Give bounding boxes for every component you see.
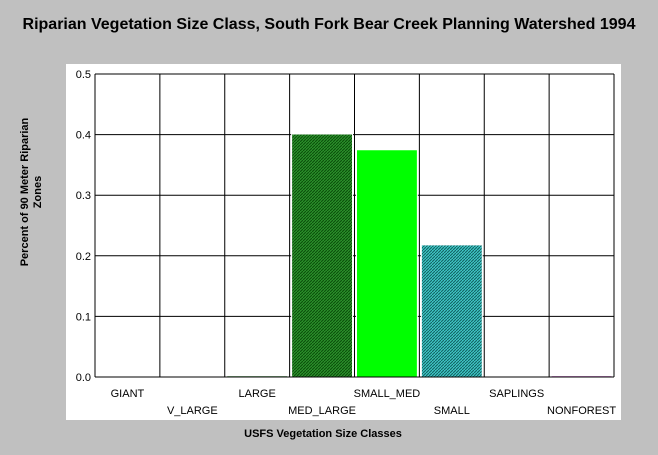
x-tick-label: NONFOREST (547, 405, 616, 417)
x-tick-label: SAPLINGS (489, 388, 544, 400)
y-tick-label: 0.0 (76, 372, 91, 384)
bar-small-med (356, 149, 418, 378)
bar-small (420, 244, 483, 378)
y-tick-label: 0.4 (76, 130, 91, 142)
y-tick-label: 0.3 (76, 190, 91, 202)
x-tick-label: MED_LARGE (288, 405, 356, 417)
y-tick-label: 0.1 (76, 311, 91, 323)
x-axis-label: USFS Vegetation Size Classes (244, 428, 402, 440)
y-axis-label: Percent of 90 Meter Riparian Zones (19, 117, 44, 267)
x-tick-label: LARGE (239, 388, 276, 400)
x-tick-label: V_LARGE (167, 405, 218, 417)
chart-title: Riparian Vegetation Size Class, South Fo… (22, 16, 636, 33)
x-tick-label: SMALL_MED (354, 388, 421, 400)
y-tick-label: 0.2 (76, 251, 91, 263)
x-tick-label: GIANT (111, 388, 145, 400)
y-tick-label: 0.5 (76, 69, 91, 81)
plot-area: 0.0 0.1 0.2 0.3 0.4 0.5 GIANT V_LARGE LARGE MED_L… (66, 64, 621, 420)
bar-chart: 0.0 0.1 0.2 0.3 0.4 0.5 GIANT V_LARGE LARGE MED_L… (76, 69, 617, 417)
x-tick-label: SMALL (434, 405, 470, 417)
bar-med-large (291, 133, 353, 378)
